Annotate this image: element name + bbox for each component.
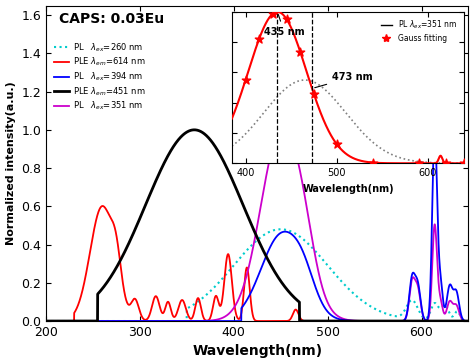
Y-axis label: Normalized intensity(a.u.): Normalized intensity(a.u.)	[6, 82, 16, 245]
X-axis label: Wavelength(nm): Wavelength(nm)	[192, 344, 322, 359]
Text: CAPS: 0.03Eu: CAPS: 0.03Eu	[59, 12, 164, 26]
Legend: PL   $\lambda_{ex}$=260 nm, PLE $\lambda_{em}$=614 nm, PL   $\lambda_{ex}$=394 n: PL $\lambda_{ex}$=260 nm, PLE $\lambda_{…	[55, 41, 146, 112]
